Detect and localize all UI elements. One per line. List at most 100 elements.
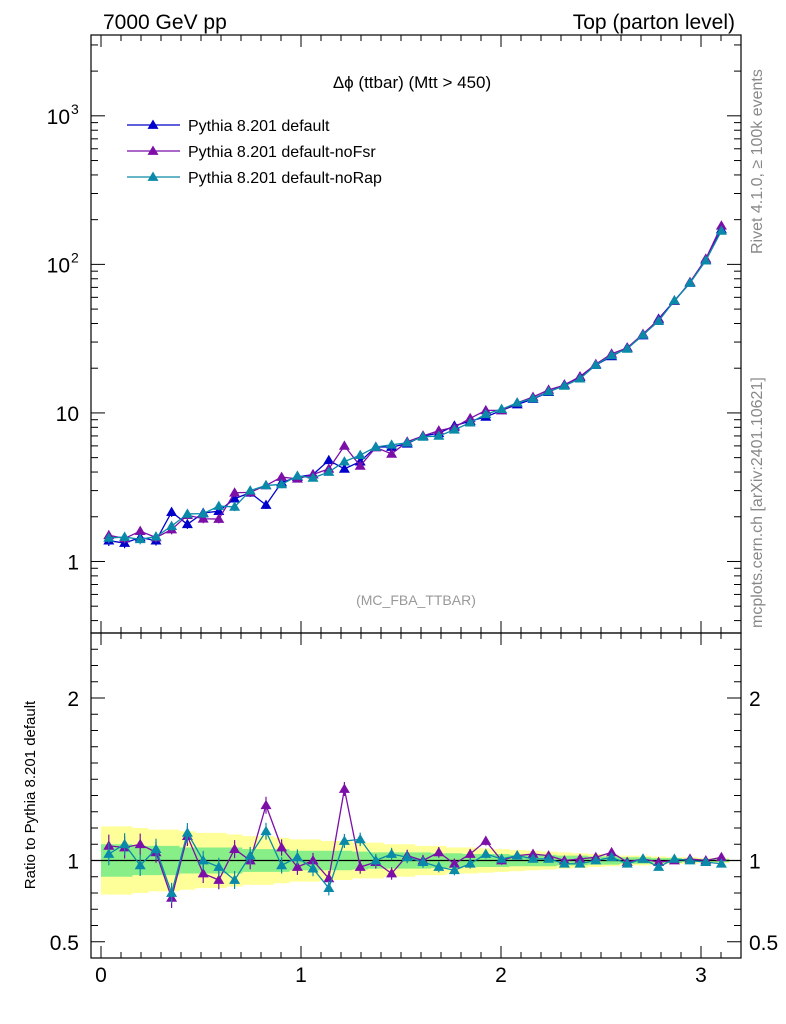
- main-plot-title: Δϕ (ttbar) (Mtt > 450): [333, 73, 491, 92]
- ratio-point: [166, 887, 178, 897]
- data-point: [338, 463, 350, 473]
- data-point: [668, 295, 680, 305]
- ratio-point: [715, 851, 727, 862]
- data-point: [433, 430, 445, 440]
- data-point: [684, 277, 696, 287]
- data-point: [197, 508, 209, 518]
- ratio-point: [354, 861, 366, 871]
- ratio-point: [684, 855, 696, 865]
- ratio-plot-panel: 0 1 2 3 0.5 0.5 1 1 2 2 Ratio to Pythia 8.201 def…: [22, 632, 778, 987]
- data-point: [370, 441, 382, 451]
- ratio-point: [527, 853, 539, 863]
- data-point: [621, 343, 633, 353]
- ratio-point: [401, 851, 413, 862]
- ratio-point: [480, 848, 492, 858]
- ratio-point: [606, 851, 618, 862]
- ratio-y-tick-label-right: 2: [749, 688, 761, 711]
- main-y-tick-exponent: 3: [71, 101, 79, 117]
- legend-entry: Pythia 8.201 default-noRap: [188, 170, 382, 187]
- data-point: [134, 525, 146, 536]
- data-point: [558, 380, 570, 390]
- header-right: Top (parton level): [573, 11, 735, 34]
- ratio-point: [307, 863, 319, 873]
- x-tick-label: 2: [495, 964, 507, 987]
- ratio-point: [244, 850, 256, 860]
- ratio-point: [229, 843, 241, 853]
- legend: Pythia 8.201 default Pythia 8.201 default…: [127, 118, 382, 187]
- x-tick-label: 0: [95, 964, 107, 987]
- data-point: [213, 513, 225, 523]
- ratio-point: [527, 848, 539, 858]
- main-y-tick-label: 1: [67, 551, 79, 574]
- ratio-point: [668, 853, 680, 863]
- ratio-point: [543, 853, 555, 863]
- ratio-point: [558, 858, 570, 868]
- ratio-ylabel: Ratio to Pythia 8.201 default: [22, 700, 39, 889]
- series-line-2: [108, 225, 722, 540]
- ratio-y-tick-label: 0.5: [50, 932, 79, 955]
- data-point: [134, 533, 146, 544]
- ratio-point: [448, 858, 460, 868]
- ratio-axis-ticks: 0 1 2 3 0.5 0.5 1 1 2 2: [50, 633, 778, 987]
- data-point: [480, 408, 492, 419]
- x-tick-label: 1: [295, 964, 307, 987]
- ratio-point: [464, 848, 476, 858]
- data-point: [181, 518, 193, 529]
- legend-marker: [147, 171, 159, 181]
- data-point: [606, 349, 618, 360]
- data-point: [464, 417, 476, 427]
- ratio-point: [338, 835, 350, 845]
- series-line-3: [108, 230, 722, 540]
- legend-marker: [147, 145, 159, 155]
- ratio-point: [653, 856, 665, 866]
- ratio-point: [213, 874, 225, 884]
- ratio-plot-marks: [91, 781, 741, 908]
- data-point: [244, 485, 256, 495]
- ratio-point: [307, 855, 319, 865]
- data-point: [229, 501, 241, 511]
- data-point: [417, 431, 429, 441]
- data-point: [229, 487, 241, 497]
- x-tick-label: 3: [695, 964, 707, 987]
- mcplots-label: mcplots.cern.ch [arXiv:2401.10621]: [749, 377, 766, 628]
- ratio-point: [338, 783, 350, 793]
- ratio-point: [621, 858, 633, 868]
- ratio-line-2: [108, 788, 722, 901]
- ratio-point: [354, 833, 366, 844]
- data-point: [354, 449, 366, 459]
- ratio-point: [386, 868, 398, 878]
- data-point: [574, 373, 586, 383]
- ratio-point: [134, 838, 146, 849]
- ratio-point: [291, 861, 303, 871]
- ratio-point: [448, 864, 460, 875]
- data-point: [590, 359, 602, 369]
- ratio-point: [370, 855, 382, 865]
- main-y-tick-label: 10: [47, 254, 70, 277]
- ratio-point: [150, 843, 162, 853]
- legend-entry: Pythia 8.201 default: [188, 118, 330, 135]
- data-point: [166, 506, 178, 516]
- data-point: [700, 255, 712, 265]
- ratio-line-3: [108, 829, 722, 896]
- ratio-point: [103, 848, 115, 858]
- data-point: [291, 470, 303, 480]
- ratio-point: [134, 859, 146, 870]
- ratio-point: [197, 855, 209, 865]
- data-point: [401, 437, 413, 447]
- ratio-point: [574, 858, 586, 868]
- data-point: [181, 508, 193, 518]
- ratio-point: [213, 861, 225, 871]
- data-point: [448, 424, 460, 434]
- rivet-label: Rivet 4.1.0, ≥ 100k events: [749, 69, 766, 254]
- ratio-point: [323, 882, 335, 892]
- main-y-tick-exponent: 2: [71, 249, 79, 265]
- ratio-point: [574, 853, 586, 863]
- ratio-point: [386, 848, 398, 858]
- main-y-tick-label: 10: [47, 106, 70, 129]
- ratio-point: [260, 825, 272, 836]
- data-point: [715, 225, 727, 235]
- data-point: [229, 493, 241, 503]
